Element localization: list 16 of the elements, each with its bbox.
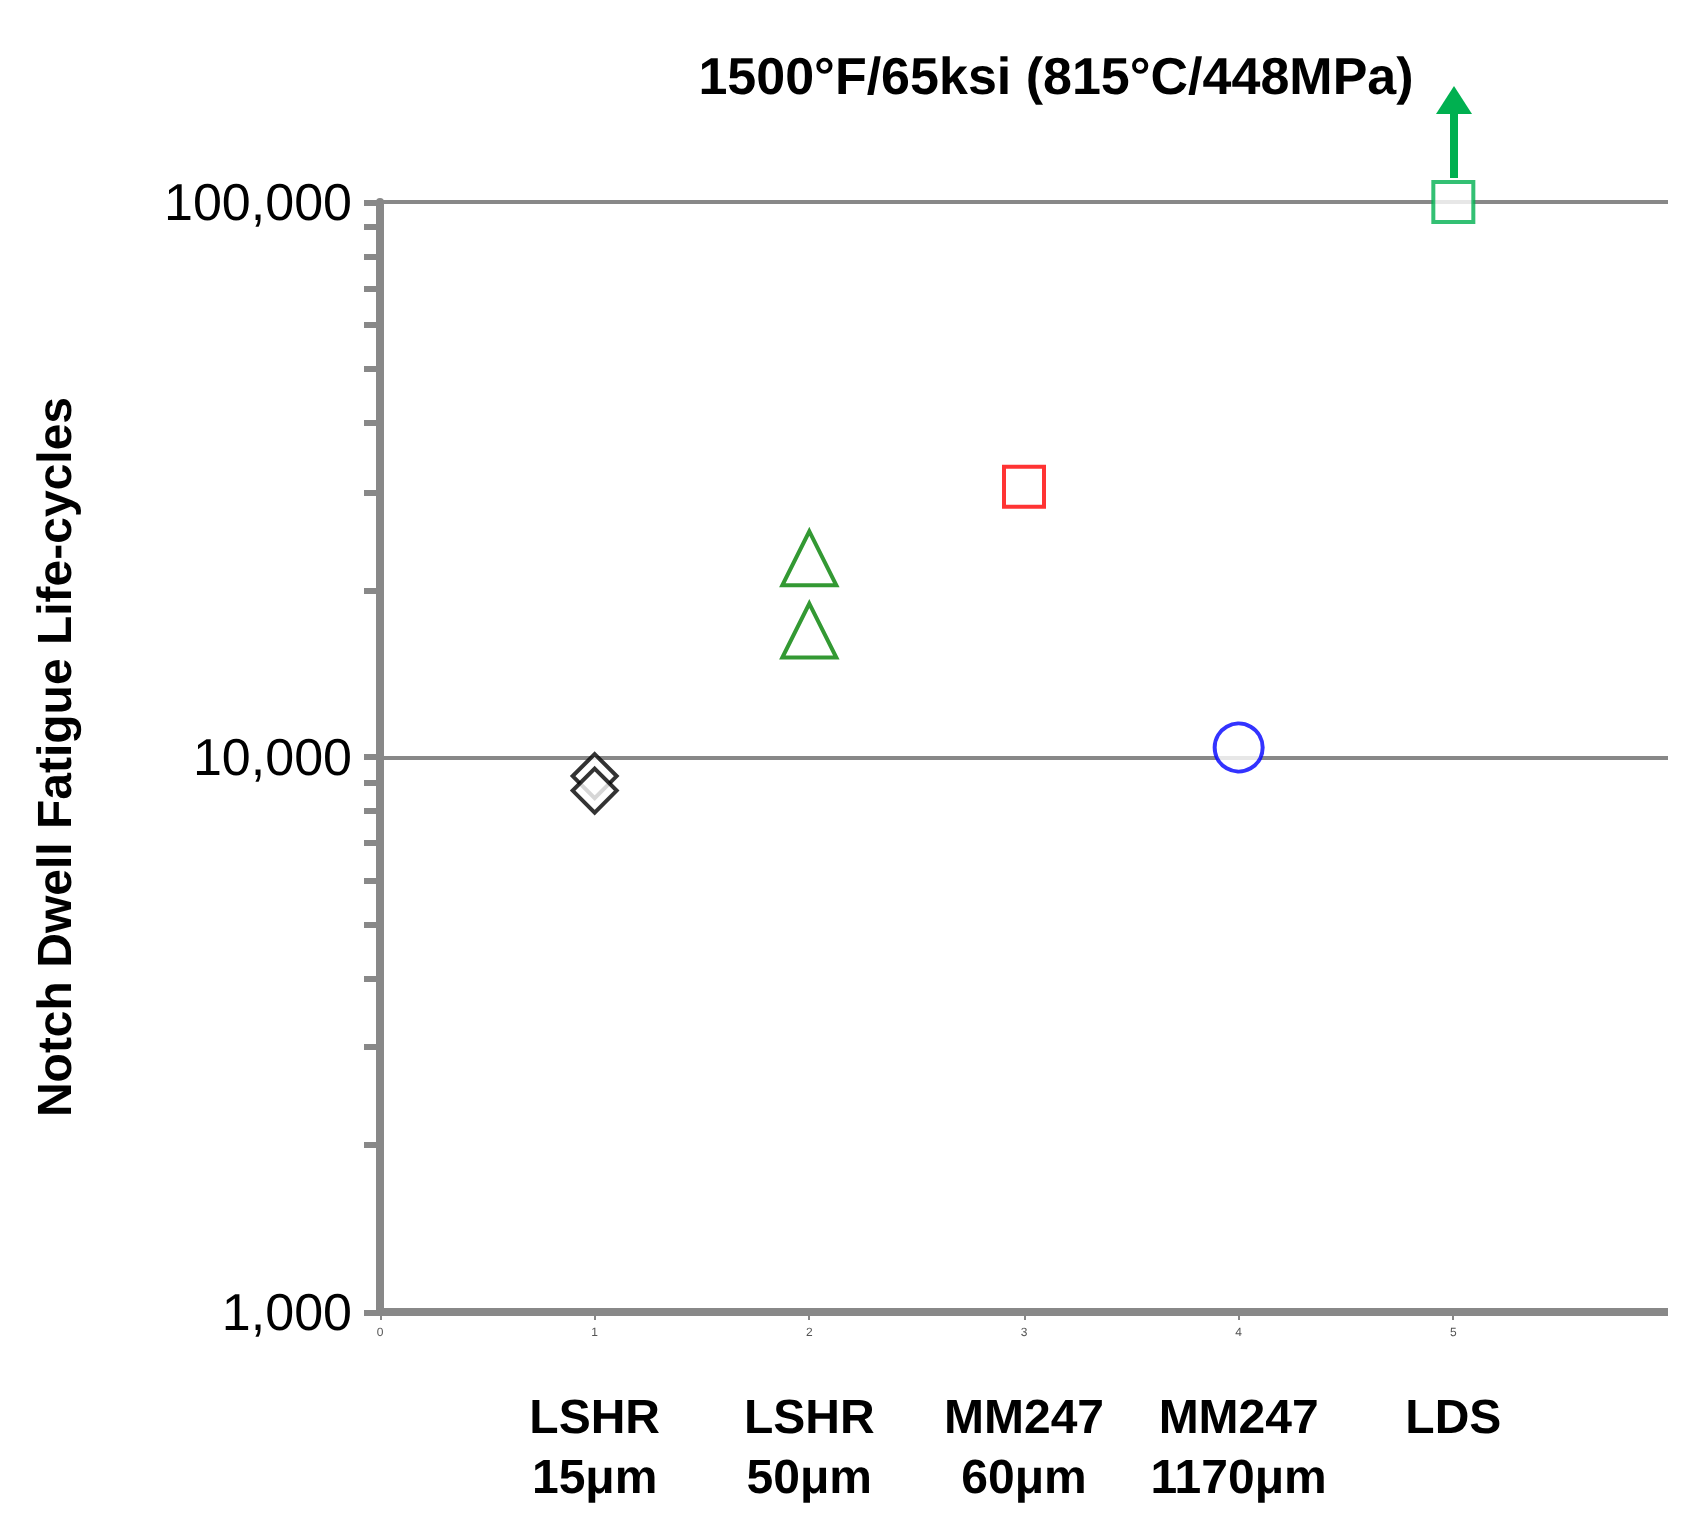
- point: [570, 766, 619, 815]
- y-axis-title: Notch Dwell Fatigue Life-cycles: [29, 396, 83, 1118]
- text: LDS: [1405, 1391, 1502, 1445]
- point: [1212, 721, 1265, 774]
- text: LSHR 15μm: [529, 1391, 661, 1505]
- text: LSHR 50μm: [743, 1391, 875, 1505]
- point: [780, 529, 839, 588]
- y-tick-label: 10,000: [192, 727, 352, 787]
- point: [780, 601, 839, 660]
- chart-title: 1500°F/65ksi (815°C/448MPa): [698, 46, 1414, 106]
- y-tick-label: 100,000: [164, 172, 352, 232]
- point: [1002, 464, 1046, 509]
- point: [1431, 180, 1476, 224]
- y-tick-label: 1,000: [221, 1282, 352, 1342]
- text: MM247 1170μm: [1150, 1391, 1327, 1505]
- text: MM247 60μm: [943, 1391, 1105, 1505]
